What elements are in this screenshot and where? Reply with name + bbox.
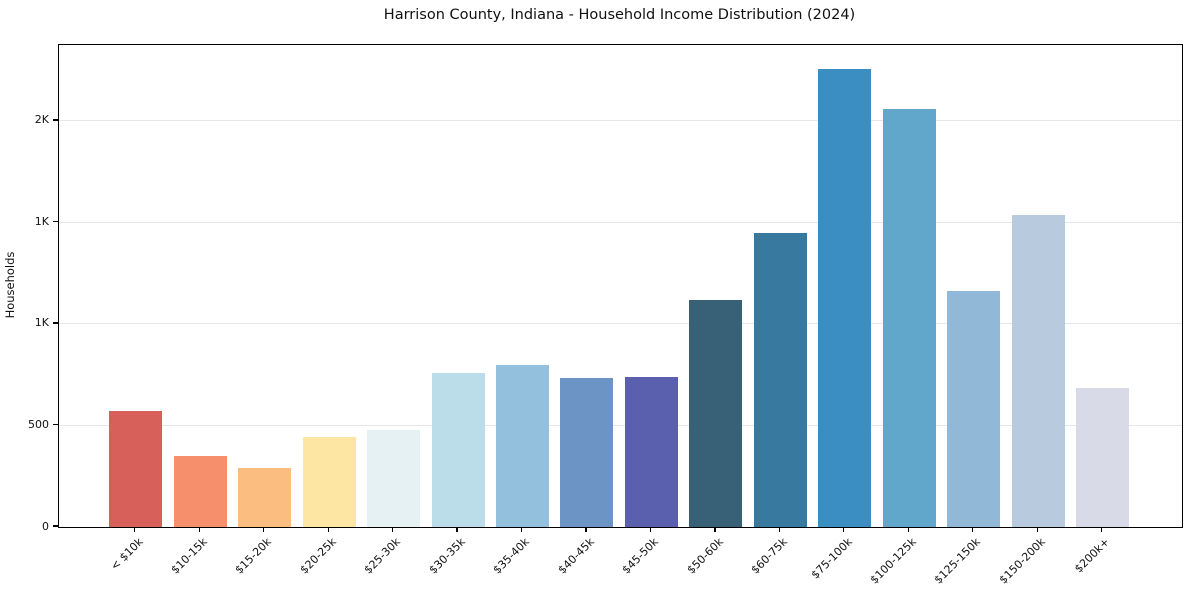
bar-$125-150k: [947, 290, 1001, 527]
bar-$40-45k: [560, 377, 614, 527]
xtick-mark-$30-35k: [456, 527, 458, 533]
ytick-mark-2K: [53, 119, 58, 121]
xtick-mark-$200k+: [1101, 527, 1103, 533]
xtick-mark-$35-40k: [520, 527, 523, 533]
xtick-label-$60-75k: $60-75k: [748, 535, 790, 577]
xtick-label-$10-15k: $10-15k: [168, 535, 210, 577]
ytick-label-2K: 2K: [34, 113, 49, 127]
xtick-label-$100-125k: $100-125k: [867, 535, 919, 587]
bar-$45-50k: [624, 376, 678, 527]
xtick-label-$45-50k: $45-50k: [619, 535, 661, 577]
bar-$10-15k: [173, 455, 227, 527]
chart-title: Harrison County, Indiana - Household Inc…: [383, 7, 856, 23]
xtick-label-$40-45k: $40-45k: [555, 535, 597, 577]
bar-$60-75k: [753, 232, 807, 527]
bar-$75-100k: [818, 69, 872, 527]
xtick-mark-< $10k: [134, 527, 136, 533]
xtick-label-$30-35k: $30-35k: [426, 535, 468, 577]
y-axis-label-text: Households: [3, 251, 17, 319]
bar-$25-30k: [367, 429, 421, 527]
gridline-500: [59, 424, 1182, 426]
gridline-2K: [59, 120, 1182, 122]
xtick-mark-$75-100k: [843, 527, 845, 533]
xtick-mark-$150-200k: [1036, 527, 1038, 533]
xtick-label-$25-30k: $25-30k: [361, 535, 404, 577]
xtick-mark-$45-50k: [649, 527, 652, 533]
ytick-label-1K: 1K: [34, 316, 49, 330]
gridline-1K: [59, 221, 1182, 223]
bar-$100-125k: [882, 108, 936, 527]
xtick-label-$15-20k: $15-20k: [232, 535, 275, 577]
xtick-mark-$15-20k: [263, 527, 265, 533]
xtick-label-$20-25k: $20-25k: [297, 535, 339, 577]
xtick-mark-$10-15k: [198, 527, 200, 533]
ytick-mark-1K: [53, 322, 58, 324]
xtick-mark-$20-25k: [327, 527, 329, 533]
xtick-mark-$60-75k: [778, 527, 780, 533]
xtick-label-$150-200k: $150-200k: [996, 535, 1048, 587]
ytick-label-0: 0: [42, 519, 49, 533]
ytick-mark-500: [53, 423, 58, 426]
bar-$150-200k: [1011, 215, 1065, 527]
xtick-mark-$125-150k: [972, 527, 974, 533]
xtick-label-$125-150k: $125-150k: [932, 535, 984, 587]
xtick-label-$200k+: $200k+: [1072, 535, 1113, 576]
ytick-label-1K: 1K: [34, 214, 49, 228]
xtick-label-$35-40k: $35-40k: [490, 535, 533, 577]
xtick-mark-$100-125k: [907, 527, 909, 533]
ytick-label-500: 500: [28, 417, 49, 431]
bar-$15-20k: [238, 468, 292, 527]
bar-$50-60k: [689, 299, 743, 527]
plot-area: [58, 44, 1183, 528]
bar-$30-35k: [431, 372, 485, 527]
bar-$35-40k: [496, 364, 550, 527]
xtick-label-$50-60k: $50-60k: [684, 535, 726, 577]
xtick-label-< $10k: < $10k: [107, 535, 146, 574]
xtick-mark-$25-30k: [391, 527, 394, 533]
ytick-mark-0: [53, 525, 58, 527]
xtick-mark-$40-45k: [585, 527, 587, 533]
bar-$200k+: [1076, 387, 1130, 527]
bar-< $10k: [109, 411, 163, 527]
xtick-label-$75-100k: $75-100k: [808, 535, 855, 582]
gridline-1K: [59, 323, 1182, 325]
bar-$20-25k: [302, 436, 356, 527]
ytick-mark-1K: [53, 220, 58, 223]
xtick-mark-$50-60k: [714, 527, 716, 533]
